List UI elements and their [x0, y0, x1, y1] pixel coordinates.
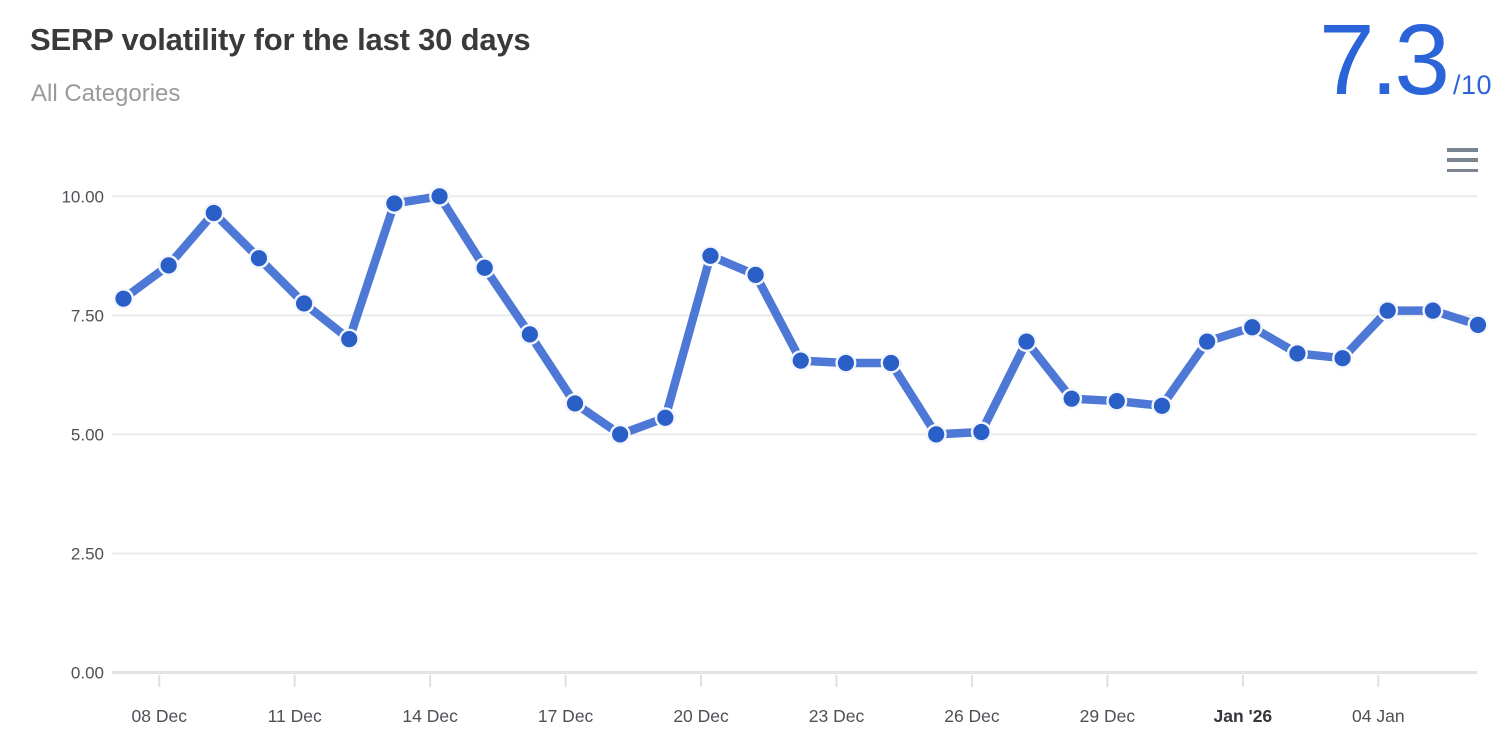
data-point-marker[interactable] [1016, 331, 1038, 353]
x-axis-label: 11 Dec [268, 706, 322, 726]
hamburger-menu-icon [1447, 168, 1478, 172]
y-axis-label: 2.50 [71, 544, 104, 563]
data-point-marker[interactable] [654, 407, 676, 429]
data-point-marker[interactable] [699, 245, 721, 267]
x-axis-label: 23 Dec [809, 706, 865, 726]
x-axis-label: 14 Dec [402, 706, 458, 726]
data-point-marker[interactable] [248, 247, 270, 269]
data-point-marker[interactable] [519, 323, 541, 345]
hamburger-menu-icon [1447, 148, 1478, 152]
data-point-marker[interactable] [1467, 314, 1489, 336]
score-value: 7.3 [1318, 4, 1450, 116]
data-point-marker[interactable] [429, 185, 451, 207]
data-point-marker[interactable] [745, 264, 767, 286]
data-point-marker[interactable] [203, 202, 225, 224]
x-axis-label: 04 Jan [1352, 706, 1405, 726]
data-point-marker[interactable] [1241, 316, 1263, 338]
y-axis-label: 7.50 [71, 306, 104, 325]
data-point-marker[interactable] [112, 288, 134, 310]
data-point-marker[interactable] [790, 350, 812, 372]
data-point-marker[interactable] [338, 328, 360, 350]
score-max: /10 [1452, 70, 1492, 100]
data-point-marker[interactable] [609, 423, 631, 445]
x-axis-label: Jan '26 [1214, 706, 1273, 726]
x-axis-label: 26 Dec [944, 706, 1000, 726]
data-point-marker[interactable] [1377, 300, 1399, 322]
data-point-marker[interactable] [925, 423, 947, 445]
x-axis-label: 29 Dec [1080, 706, 1136, 726]
x-axis-label: 17 Dec [538, 706, 594, 726]
data-point-marker[interactable] [1151, 395, 1173, 417]
data-point-marker[interactable] [158, 254, 180, 276]
data-point-marker[interactable] [835, 352, 857, 374]
category-filter-label: All Categories [31, 80, 181, 107]
data-point-marker[interactable] [1286, 342, 1308, 364]
data-point-marker[interactable] [1106, 390, 1128, 412]
y-axis-label: 5.00 [71, 425, 104, 444]
y-axis-label: 0.00 [71, 664, 104, 683]
x-axis-label: 08 Dec [132, 706, 188, 726]
data-point-marker[interactable] [564, 392, 586, 414]
data-point-marker[interactable] [880, 352, 902, 374]
page-title: SERP volatility for the last 30 days [30, 22, 531, 57]
y-axis-label: 10.00 [61, 187, 104, 206]
data-point-marker[interactable] [1422, 300, 1444, 322]
data-point-marker[interactable] [1332, 347, 1354, 369]
data-point-marker[interactable] [293, 292, 315, 314]
data-point-marker[interactable] [474, 257, 496, 279]
volatility-score: 7.3 /10 [1318, 4, 1492, 116]
data-point-marker[interactable] [970, 421, 992, 443]
data-point-marker[interactable] [383, 192, 405, 214]
hamburger-menu-icon [1447, 158, 1478, 162]
chart-menu-button[interactable] [1447, 148, 1478, 172]
x-axis-label: 20 Dec [673, 706, 729, 726]
data-point-marker[interactable] [1061, 388, 1083, 410]
data-point-marker[interactable] [1196, 331, 1218, 353]
